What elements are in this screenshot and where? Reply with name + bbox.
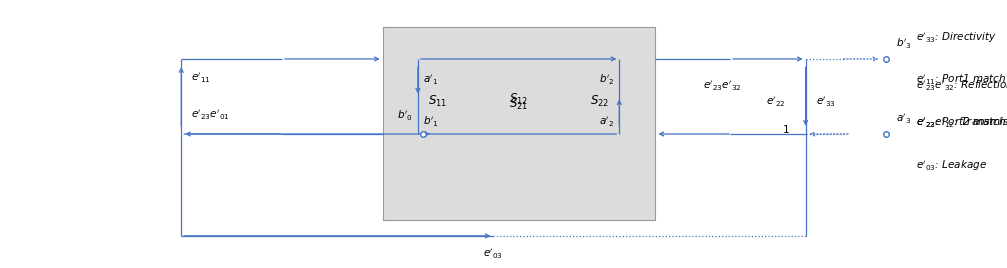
Text: $b'_2$: $b'_2$ [598,72,614,87]
Text: $e'_{03}$: Leakage: $e'_{03}$: Leakage [916,159,988,173]
Text: $e'_{33}$: $e'_{33}$ [816,95,836,109]
Text: $e'_{22}$: $e'_{22}$ [765,95,785,109]
Text: $b'_0$: $b'_0$ [397,109,413,123]
Text: $S_{22}$: $S_{22}$ [590,94,609,109]
Text: $S_{21}$: $S_{21}$ [509,97,529,112]
Text: $b'_3$: $b'_3$ [896,37,912,51]
Text: $e'_{23}e'_{01}$: $e'_{23}e'_{01}$ [191,108,230,122]
Text: $e'_{11}$: $e'_{11}$ [191,71,211,85]
Text: $e'_{23}e'_{12}$: Transmission tracking: $e'_{23}e'_{12}$: Transmission tracking [916,116,1007,131]
Text: $1$: $1$ [781,123,789,135]
Text: $e'_{33}$: Directivity: $e'_{33}$: Directivity [916,30,998,45]
Text: $e'_{03}$: $e'_{03}$ [483,247,504,261]
Text: $e'_{22}$: Port2 match: $e'_{22}$: Port2 match [916,116,1007,130]
Text: $S_{11}$: $S_{11}$ [428,94,447,109]
Text: $a'_3$: $a'_3$ [896,112,911,126]
Text: $a'_1$: $a'_1$ [423,72,438,87]
Text: $e'_{23}e'_{32}$: Reflection tracking: $e'_{23}e'_{32}$: Reflection tracking [916,79,1007,93]
Text: $a'_2$: $a'_2$ [599,114,614,129]
Text: $e'_{11}$: Port1 match: $e'_{11}$: Port1 match [916,73,1007,87]
Text: $S_{12}$: $S_{12}$ [510,92,528,107]
Text: $e'_{23}e'_{32}$: $e'_{23}e'_{32}$ [703,79,742,93]
Text: $b'_1$: $b'_1$ [423,114,439,129]
Bar [383,27,655,220]
